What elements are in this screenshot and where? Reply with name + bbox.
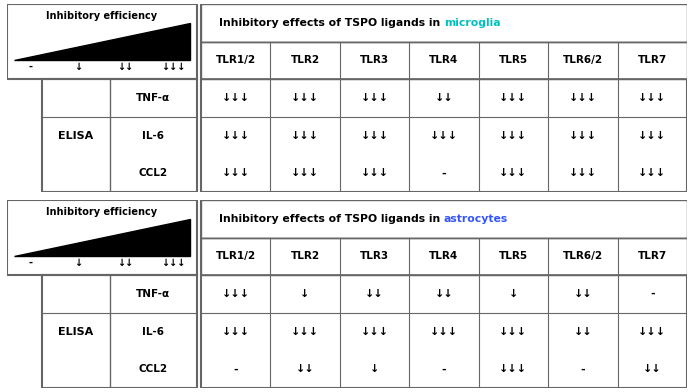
Text: ↓↓: ↓↓ [296,364,314,374]
Text: ↓↓↓: ↓↓↓ [161,62,185,72]
Text: Inhibitory efficiency: Inhibitory efficiency [46,207,158,218]
Text: ↓↓↓: ↓↓↓ [569,93,597,103]
Text: ↓↓: ↓↓ [434,289,453,299]
Text: TLR1/2: TLR1/2 [215,55,255,65]
Text: ↓↓↓: ↓↓↓ [360,168,389,178]
Text: ↓: ↓ [509,289,518,299]
Text: ↓↓: ↓↓ [365,289,384,299]
Text: Inhibitory effects of TSPO ligands in: Inhibitory effects of TSPO ligands in [219,18,444,28]
Text: ↓↓↓: ↓↓↓ [499,364,527,374]
Text: ↓↓↓: ↓↓↓ [360,327,389,337]
Text: ↓↓: ↓↓ [573,327,592,337]
Text: Inhibitory effects of TSPO ligands in: Inhibitory effects of TSPO ligands in [219,214,444,224]
Bar [201,238,687,275]
Bar [201,200,687,238]
Text: ↓↓↓: ↓↓↓ [360,131,389,141]
Text: IL-6: IL-6 [142,327,164,337]
Text: ↓↓↓: ↓↓↓ [499,327,527,337]
Text: ↓↓↓: ↓↓↓ [221,93,250,103]
Text: ↓↓↓: ↓↓↓ [638,327,666,337]
Text: ↓↓↓: ↓↓↓ [430,327,458,337]
Text: microglia: microglia [444,18,500,28]
Bar [7,4,197,79]
Text: astrocytes: astrocytes [444,214,508,224]
Text: ELISA: ELISA [58,131,94,141]
Text: ↓↓↓: ↓↓↓ [430,131,458,141]
Text: TLR7: TLR7 [638,55,667,65]
Bar [201,200,687,388]
Text: TLR5: TLR5 [499,251,528,261]
Text: ↓↓↓: ↓↓↓ [360,93,389,103]
Text: ↓↓↓: ↓↓↓ [499,131,527,141]
Text: ↓↓↓: ↓↓↓ [221,327,250,337]
Text: ↓: ↓ [301,289,310,299]
Text: ↓↓↓: ↓↓↓ [221,131,250,141]
Text: TLR2: TLR2 [290,251,319,261]
Text: TLR5: TLR5 [499,55,528,65]
Text: ↓↓↓: ↓↓↓ [638,131,666,141]
Text: TLR2: TLR2 [290,55,319,65]
Text: TLR7: TLR7 [638,251,667,261]
Text: -: - [441,168,446,178]
Text: ↓↓↓: ↓↓↓ [291,327,319,337]
Text: -: - [581,364,585,374]
Text: ↓↓: ↓↓ [643,364,661,374]
Text: TLR4: TLR4 [430,251,459,261]
Text: ↓↓↓: ↓↓↓ [638,93,666,103]
Text: ↓↓↓: ↓↓↓ [569,131,597,141]
Text: Inhibitory efficiency: Inhibitory efficiency [46,11,158,22]
Text: -: - [441,364,446,374]
Text: TLR1/2: TLR1/2 [215,251,255,261]
Text: TLR6/2: TLR6/2 [563,251,603,261]
Text: TNF-α: TNF-α [136,93,170,103]
Text: ↓↓↓: ↓↓↓ [499,93,527,103]
Polygon shape [14,219,190,256]
Text: TLR6/2: TLR6/2 [563,55,603,65]
Text: ↓↓↓: ↓↓↓ [221,289,250,299]
Text: ↓↓: ↓↓ [434,93,453,103]
Text: ↓↓↓: ↓↓↓ [291,93,319,103]
Text: ↓↓↓: ↓↓↓ [221,168,250,178]
Text: CCL2: CCL2 [139,168,168,178]
Bar [201,4,687,42]
Text: ELISA: ELISA [58,327,94,337]
Text: ↓↓: ↓↓ [117,62,134,72]
Text: -: - [28,258,33,268]
Text: ↓↓↓: ↓↓↓ [499,168,527,178]
Text: TNF-α: TNF-α [136,289,170,299]
Text: ↓↓↓: ↓↓↓ [291,168,319,178]
Text: -: - [233,364,238,374]
Text: ↓↓: ↓↓ [573,289,592,299]
Bar [7,200,197,275]
Text: -: - [650,289,654,299]
Text: ↓: ↓ [370,364,379,374]
Text: CCL2: CCL2 [139,364,168,374]
Text: ↓↓↓: ↓↓↓ [569,168,597,178]
Bar [201,42,687,79]
Text: ↓↓↓: ↓↓↓ [161,258,185,268]
Bar [201,4,687,192]
Text: ↓↓: ↓↓ [117,258,134,268]
Text: TLR3: TLR3 [360,55,389,65]
Bar [42,275,197,388]
Polygon shape [14,23,190,60]
Text: IL-6: IL-6 [142,131,164,141]
Text: ↓: ↓ [74,62,82,72]
Text: ↓↓↓: ↓↓↓ [638,168,666,178]
Bar [42,79,197,192]
Text: -: - [28,62,33,72]
Text: ↓↓↓: ↓↓↓ [291,131,319,141]
Text: ↓: ↓ [74,258,82,268]
Text: TLR3: TLR3 [360,251,389,261]
Text: TLR4: TLR4 [430,55,459,65]
